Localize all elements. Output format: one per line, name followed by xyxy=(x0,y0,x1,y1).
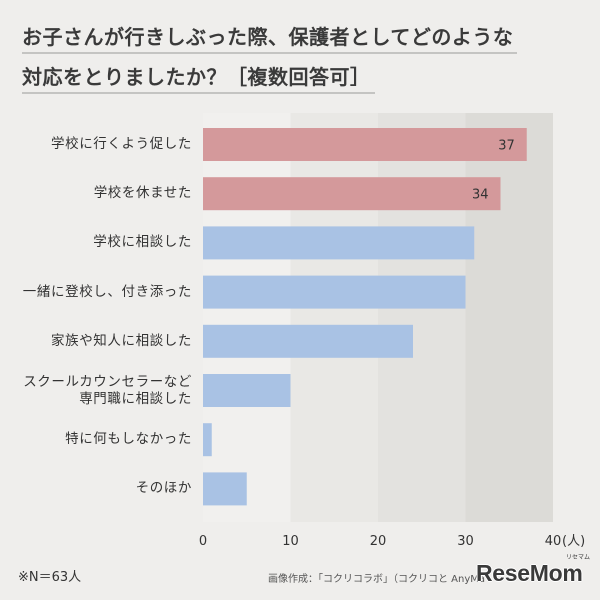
bar-8 xyxy=(203,472,247,506)
image-credit: 画像作成：「コクリコラボ」（コクリコと AnyMa xyxy=(268,574,486,585)
bar-5 xyxy=(203,324,413,358)
x-tick-label-20: 20 xyxy=(370,534,387,549)
x-tick-label-40: 40 xyxy=(545,534,562,549)
chart-title-line-2: 対応をとりましたか？［複数回答可］ xyxy=(22,64,375,94)
bar-6 xyxy=(203,374,291,407)
bar-1 xyxy=(203,128,527,161)
logo-kana: リセマム xyxy=(566,554,591,561)
value-label-2: 34 xyxy=(472,188,489,203)
sample-size-note: ※N＝63人 xyxy=(18,570,82,585)
category-label-7: 特に何もしなかった xyxy=(65,431,192,448)
value-label-1: 37 xyxy=(498,139,515,154)
category-label-5: 家族や知人に相談した xyxy=(51,332,192,349)
x-tick-label-30: 30 xyxy=(457,534,474,549)
category-label-8: そのほか xyxy=(135,480,192,497)
category-label-4: 一緒に登校し、付き添った xyxy=(22,283,192,300)
category-label-2: 学校を休ませた xyxy=(93,185,192,202)
category-label-6: スクールカウンセラーなど 専門職に相談した xyxy=(23,373,192,407)
category-label-1: 学校に行くよう促した xyxy=(51,136,192,152)
x-axis-unit: (人) xyxy=(562,534,585,549)
category-label-3: 学校に相談した xyxy=(93,234,192,251)
x-tick-label-0: 0 xyxy=(199,534,207,549)
x-tick-label-10: 10 xyxy=(282,534,299,549)
bar-3 xyxy=(203,226,475,260)
bar-4 xyxy=(203,275,466,309)
bar-2 xyxy=(203,177,501,211)
resemom-logo: ReseMom xyxy=(476,560,583,586)
chart-title-line-1: お子さんが行きしぶった際、保護者としてどのような xyxy=(22,24,518,54)
bar-7 xyxy=(203,423,212,457)
